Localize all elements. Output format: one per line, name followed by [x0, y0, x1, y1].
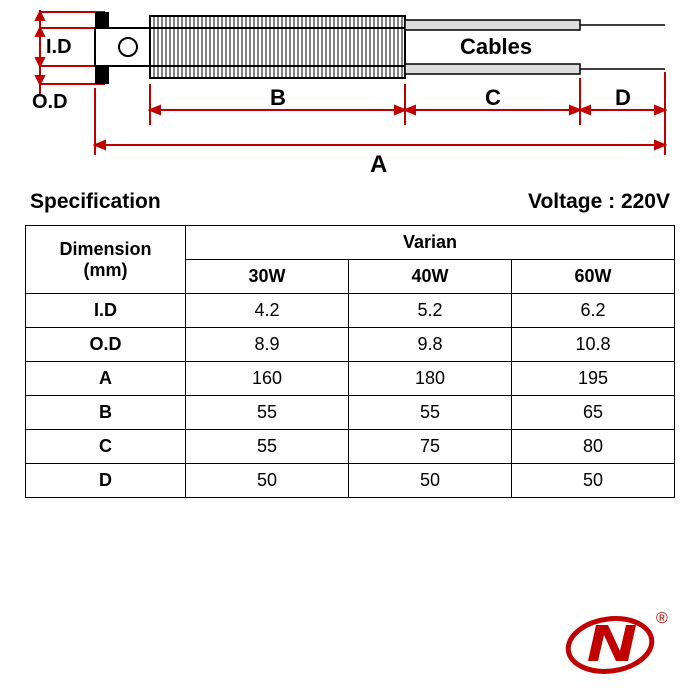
col-30w: 30W: [186, 260, 349, 294]
dim-header: Dimension: [34, 239, 177, 260]
brand-logo: ®: [560, 605, 680, 680]
c-label: C: [485, 85, 501, 110]
cables-label: Cables: [460, 34, 532, 59]
d-label: D: [615, 85, 631, 110]
spec-title: Specification: [30, 190, 161, 213]
table-row: C557580: [26, 430, 675, 464]
dim-unit: (mm): [34, 260, 177, 281]
varian-header: Varian: [186, 226, 675, 260]
voltage-label: Voltage : 220V: [528, 190, 670, 214]
table-row: O.D8.99.810.8: [26, 328, 675, 362]
reg-mark: ®: [656, 610, 668, 627]
id-label: I.D: [46, 36, 72, 58]
od-label: O.D: [32, 91, 68, 113]
spec-table: Dimension (mm) Varian 30W 40W 60W I.D4.2…: [25, 225, 675, 498]
table-row: D505050: [26, 464, 675, 498]
table-row: I.D4.25.26.2: [26, 294, 675, 328]
b-label: B: [270, 85, 286, 110]
a-label: A: [370, 151, 387, 178]
col-40w: 40W: [349, 260, 512, 294]
component-diagram: I.D O.D Cables: [30, 10, 670, 180]
col-60w: 60W: [512, 260, 675, 294]
table-row: A160180195: [26, 362, 675, 396]
table-row: B555565: [26, 396, 675, 430]
